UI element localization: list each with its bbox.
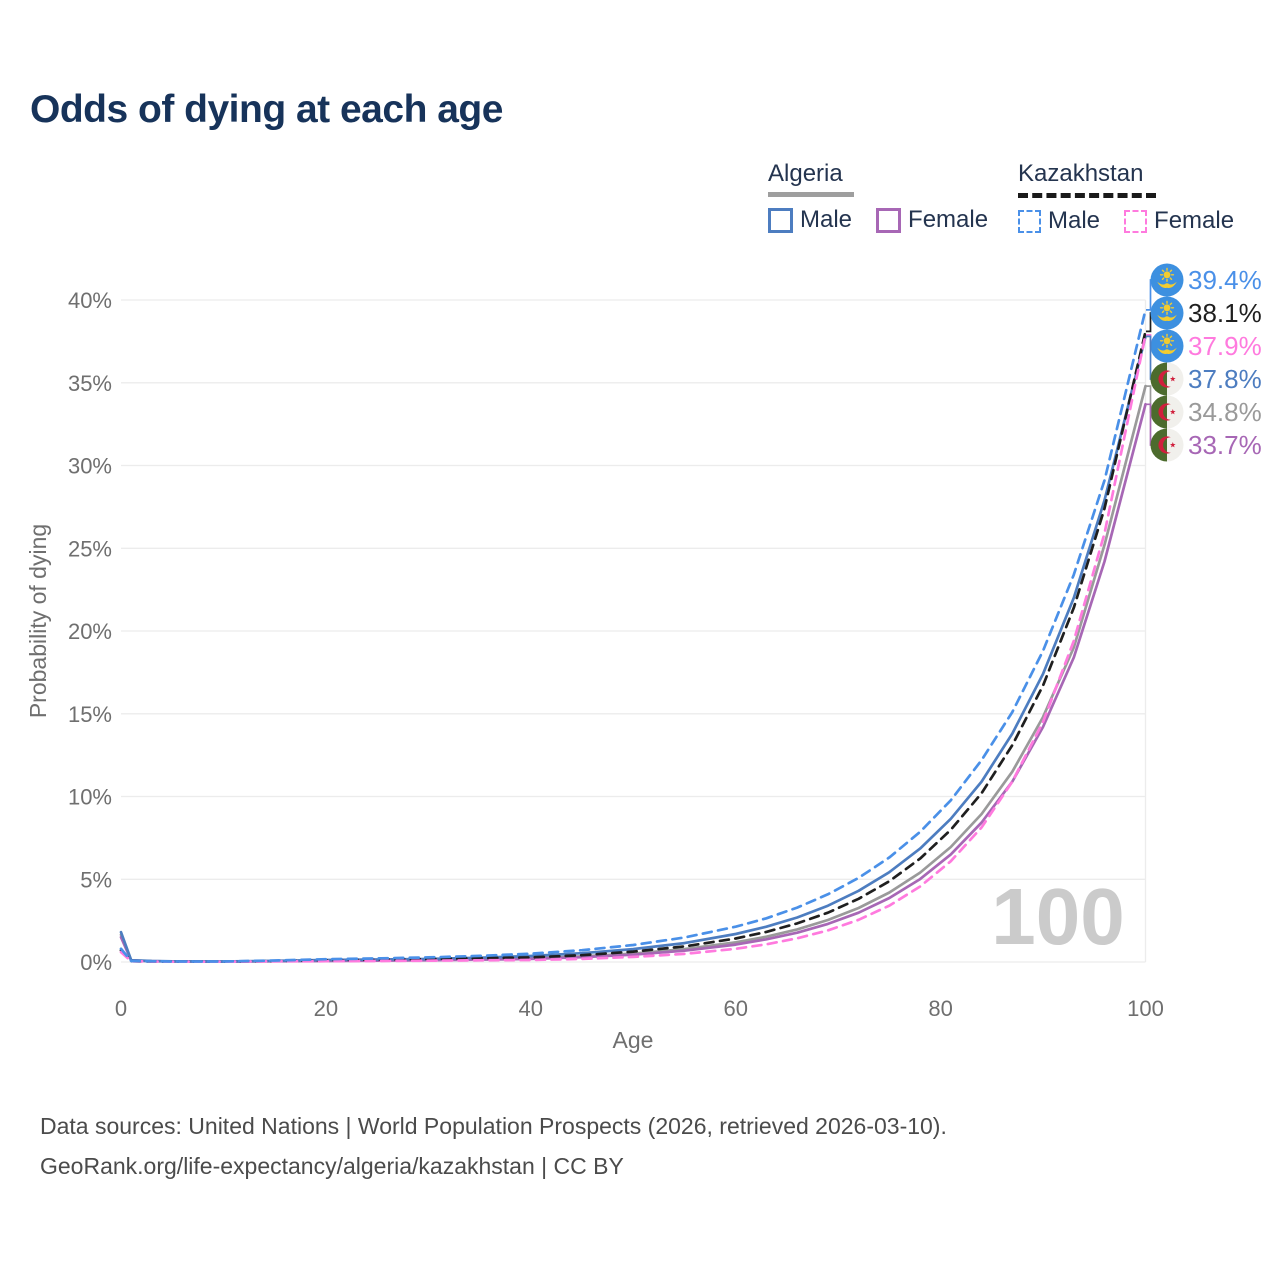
y-tick-label: 5%	[80, 867, 112, 892]
x-tick-label: 100	[1127, 996, 1164, 1021]
algeria-flag-icon	[1150, 362, 1184, 396]
attribution-line: GeoRank.org/life-expectancy/algeria/kaza…	[40, 1153, 624, 1179]
end-label-value: 34.8%	[1188, 397, 1262, 427]
x-tick-label: 80	[928, 996, 952, 1021]
x-axis-title: Age	[613, 1027, 654, 1053]
chart-title: Odds of dying at each age	[30, 88, 503, 131]
data-sources-line: Data sources: United Nations | World Pop…	[40, 1113, 947, 1139]
end-label-value: 37.8%	[1188, 364, 1262, 394]
kazakhstan-flag-icon	[1150, 263, 1184, 297]
y-tick-label: 20%	[68, 619, 112, 644]
y-tick-label: 35%	[68, 371, 112, 396]
kazakhstan-flag-icon	[1150, 329, 1184, 363]
algeria-flag-icon	[1150, 395, 1184, 429]
end-label-value: 37.9%	[1188, 331, 1262, 361]
y-tick-label: 40%	[68, 288, 112, 313]
x-tick-label: 0	[115, 996, 127, 1021]
end-label-value: 38.1%	[1188, 298, 1262, 328]
y-tick-label: 10%	[68, 785, 112, 810]
age-watermark: 100	[991, 872, 1124, 961]
end-label-value: 39.4%	[1188, 265, 1262, 295]
y-tick-label: 15%	[68, 702, 112, 727]
series-line-algeria-male	[119, 335, 1147, 963]
y-tick-label: 30%	[68, 454, 112, 479]
y-tick-label: 0%	[80, 950, 112, 975]
algeria-flag-icon	[1150, 428, 1184, 462]
x-tick-label: 60	[723, 996, 747, 1021]
x-tick-label: 20	[314, 996, 338, 1021]
series-line-kazakhstan-male	[119, 308, 1147, 963]
y-axis-title: Probability of dying	[25, 524, 51, 718]
kazakhstan-flag-icon	[1150, 296, 1184, 330]
x-tick-label: 40	[519, 996, 543, 1021]
end-label-value: 33.7%	[1188, 430, 1262, 460]
y-tick-label: 25%	[68, 536, 112, 561]
series-line-kazakhstan-both-sexes	[119, 330, 1147, 964]
chart-footer: Data sources: United Nations | World Pop…	[40, 1106, 947, 1186]
series-line-kazakhstan-female	[119, 333, 1147, 964]
